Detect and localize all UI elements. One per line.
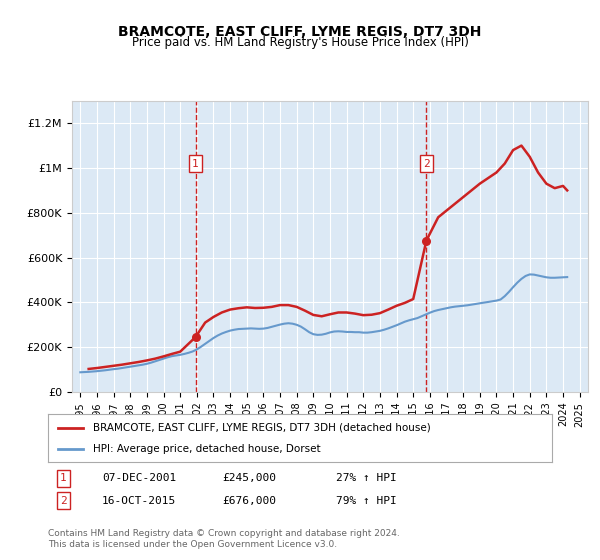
Text: 2: 2 — [60, 496, 67, 506]
Text: 07-DEC-2001: 07-DEC-2001 — [102, 473, 176, 483]
Text: £676,000: £676,000 — [222, 496, 276, 506]
Text: 1: 1 — [60, 473, 67, 483]
Text: 1: 1 — [192, 158, 199, 169]
Text: Price paid vs. HM Land Registry's House Price Index (HPI): Price paid vs. HM Land Registry's House … — [131, 36, 469, 49]
Text: £245,000: £245,000 — [222, 473, 276, 483]
Text: Contains HM Land Registry data © Crown copyright and database right 2024.: Contains HM Land Registry data © Crown c… — [48, 529, 400, 538]
Text: 79% ↑ HPI: 79% ↑ HPI — [336, 496, 397, 506]
Point — [422, 236, 431, 245]
Point — [191, 333, 200, 342]
Text: 2: 2 — [423, 158, 430, 169]
Text: BRAMCOTE, EAST CLIFF, LYME REGIS, DT7 3DH: BRAMCOTE, EAST CLIFF, LYME REGIS, DT7 3D… — [118, 25, 482, 39]
Text: BRAMCOTE, EAST CLIFF, LYME REGIS, DT7 3DH (detached house): BRAMCOTE, EAST CLIFF, LYME REGIS, DT7 3D… — [94, 423, 431, 433]
Text: 27% ↑ HPI: 27% ↑ HPI — [336, 473, 397, 483]
Text: This data is licensed under the Open Government Licence v3.0.: This data is licensed under the Open Gov… — [48, 540, 337, 549]
Text: HPI: Average price, detached house, Dorset: HPI: Average price, detached house, Dors… — [94, 444, 321, 454]
Text: 16-OCT-2015: 16-OCT-2015 — [102, 496, 176, 506]
